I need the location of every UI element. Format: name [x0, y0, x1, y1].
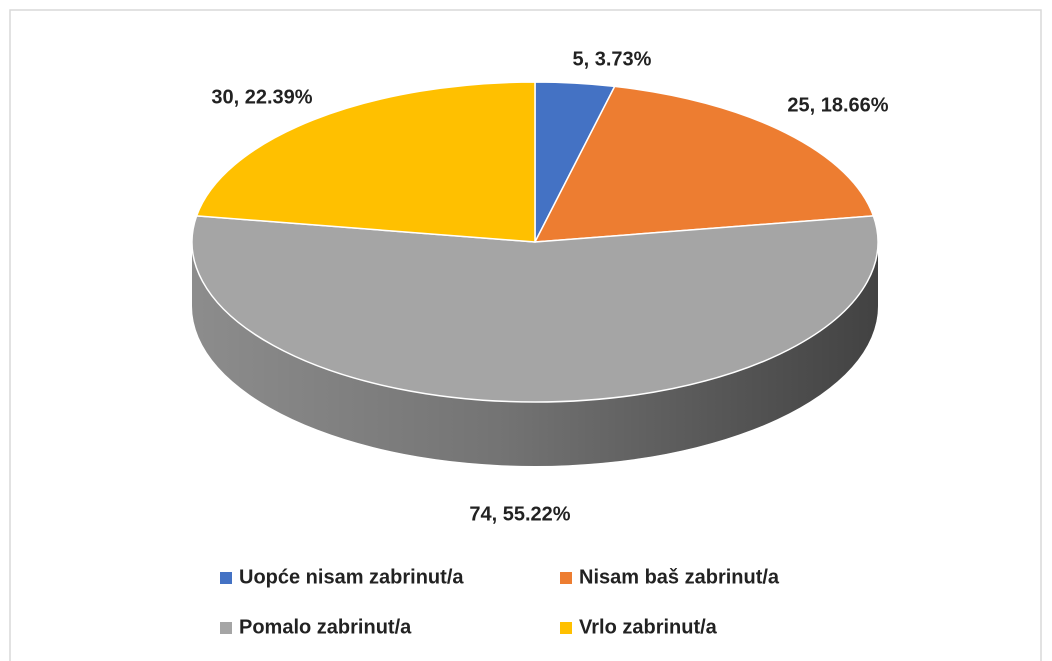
legend-label: Pomalo zabrinut/a: [239, 616, 412, 638]
legend-swatch: [560, 622, 572, 634]
legend-swatch: [220, 572, 232, 584]
legend-swatch: [220, 622, 232, 634]
data-label: 74, 55.22%: [469, 503, 570, 525]
slice: [533, 85, 875, 243]
chart-border: [9, 9, 1042, 661]
slice: [195, 81, 536, 243]
data-label: 25, 18.66%: [787, 94, 888, 116]
slice: [191, 215, 879, 403]
legend-label: Nisam baš zabrinut/a: [579, 566, 780, 588]
legend-swatch: [560, 572, 572, 584]
legend-label: Uopće nisam zabrinut/a: [239, 566, 464, 588]
legend-label: Vrlo zabrinut/a: [579, 616, 718, 638]
data-label: 5, 3.73%: [573, 48, 652, 70]
data-label: 30, 22.39%: [211, 86, 312, 108]
slice-side-shade: [192, 242, 878, 466]
